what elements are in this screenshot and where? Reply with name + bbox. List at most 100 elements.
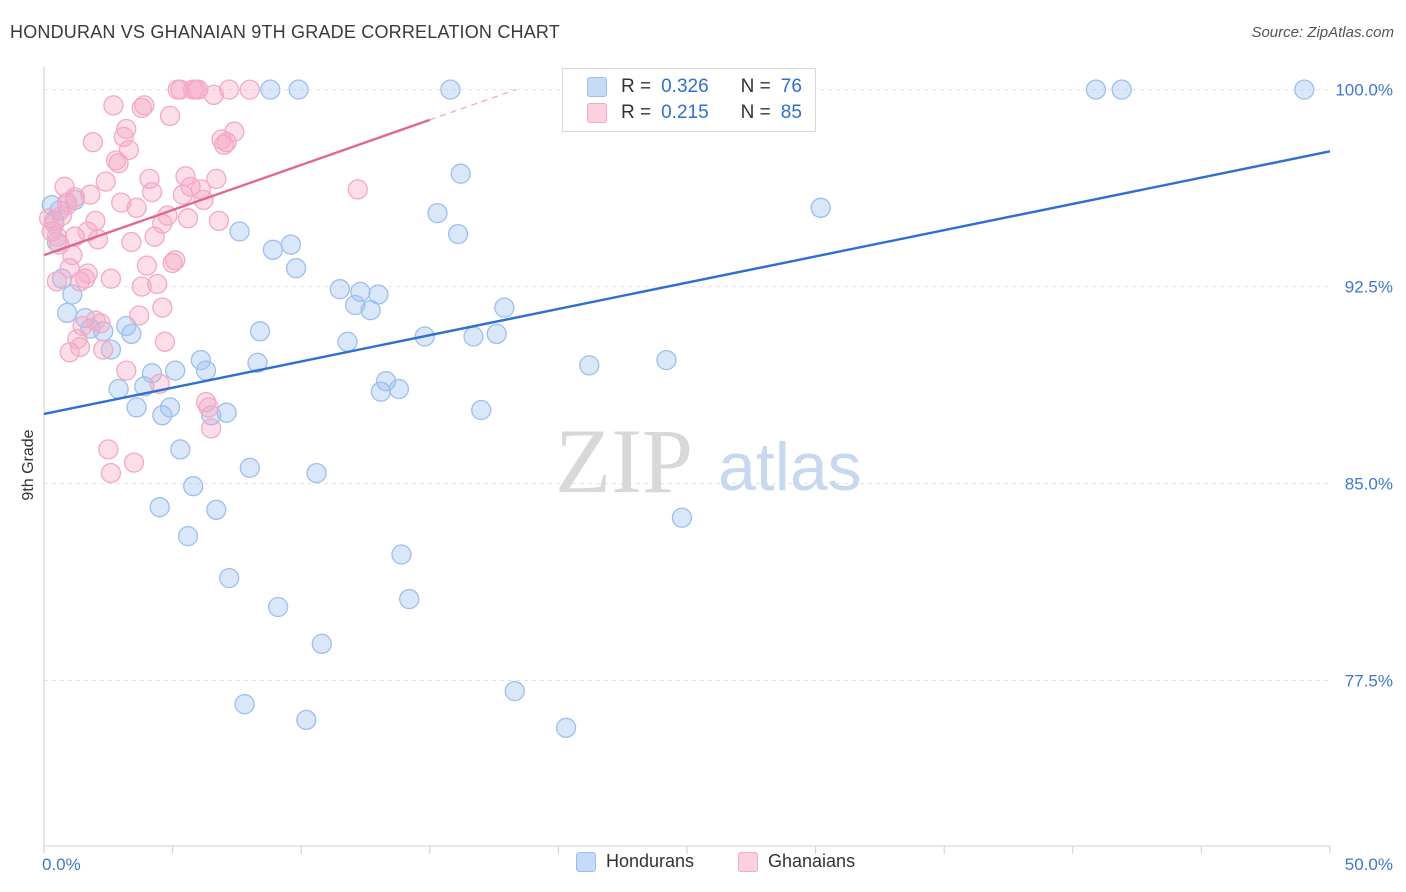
- data-point: [201, 418, 222, 439]
- data-point: [311, 633, 332, 654]
- data-point: [247, 352, 268, 373]
- series-ghanaians: [38, 79, 368, 484]
- data-point: [134, 376, 155, 397]
- data-point: [239, 457, 260, 478]
- legend-r-label: R =: [621, 76, 652, 97]
- grid-lines: [44, 89, 1330, 682]
- data-point: [46, 226, 68, 247]
- source-label: Source: ZipAtlas.com: [1251, 24, 1394, 41]
- data-point: [100, 339, 122, 360]
- legend-row-ghanaians: R = 0.215 N = 85: [587, 101, 802, 125]
- data-point: [77, 263, 98, 284]
- data-point: [203, 84, 224, 106]
- data-point: [177, 208, 199, 229]
- data-point: [1111, 79, 1132, 100]
- data-point: [368, 284, 389, 305]
- data-point: [399, 588, 420, 610]
- data-point: [100, 462, 122, 484]
- data-point: [121, 231, 142, 253]
- data-point: [262, 239, 284, 260]
- series-legend: Hondurans Ghanaians: [0, 851, 1406, 877]
- legend-swatch-hondurans: [587, 77, 607, 97]
- data-point: [471, 399, 492, 421]
- data-point: [93, 339, 114, 360]
- legend-swatch-ghanaians: [738, 851, 758, 872]
- data-point: [183, 476, 204, 497]
- legend-n-value: 76: [780, 76, 802, 97]
- data-point: [555, 717, 577, 738]
- x-tick-label: 0.0%: [42, 855, 81, 874]
- data-point: [51, 205, 73, 226]
- data-point: [234, 694, 255, 715]
- watermark-zip: ZIP: [555, 410, 693, 512]
- stats-legend: R = 0.326 N = 76 R = 0.215 N = 85: [562, 68, 816, 132]
- y-tick-label: 100.0%: [1335, 81, 1393, 100]
- data-point: [175, 166, 196, 187]
- data-point: [347, 179, 368, 200]
- data-point: [129, 305, 150, 326]
- series-hondurans: [41, 79, 1315, 738]
- data-point: [375, 371, 397, 392]
- y-tick-label: 85.0%: [1345, 475, 1393, 494]
- data-point: [149, 497, 170, 518]
- data-point: [267, 596, 289, 618]
- data-point: [463, 326, 484, 347]
- data-point: [345, 294, 366, 316]
- data-point: [75, 268, 96, 289]
- data-point: [504, 680, 525, 702]
- data-point: [285, 258, 307, 279]
- data-point: [141, 181, 163, 203]
- tick-labels: 100.0% 92.5% 85.0% 77.5% 0.0% 50.0%: [42, 81, 1393, 874]
- data-point: [56, 302, 78, 324]
- legend-item-ghanaians[interactable]: Ghanaians: [738, 851, 855, 872]
- data-point: [165, 250, 186, 271]
- data-point: [134, 95, 155, 116]
- data-point: [139, 168, 160, 190]
- data-point: [121, 323, 142, 345]
- data-point: [95, 171, 116, 192]
- data-point: [195, 360, 217, 381]
- data-point: [350, 281, 371, 303]
- data-point: [206, 499, 227, 520]
- data-point: [170, 439, 191, 460]
- data-point: [165, 360, 186, 381]
- data-point: [59, 342, 80, 363]
- data-point: [62, 284, 83, 305]
- data-point: [219, 79, 240, 100]
- data-point: [144, 226, 165, 247]
- data-point: [126, 397, 147, 418]
- data-point: [85, 210, 106, 232]
- x-tick-label: 50.0%: [1345, 855, 1393, 874]
- data-point: [329, 279, 350, 300]
- legend-swatch-hondurans: [576, 851, 596, 872]
- data-point: [219, 567, 240, 589]
- data-point: [103, 95, 124, 116]
- legend-r-value: 0.215: [661, 102, 709, 123]
- data-point: [56, 195, 78, 216]
- legend-n-label: N =: [740, 76, 771, 97]
- data-point: [69, 336, 91, 358]
- axes: [43, 66, 1331, 854]
- data-point: [44, 213, 65, 234]
- legend-item-hondurans[interactable]: Hondurans: [576, 851, 694, 872]
- data-point: [1085, 79, 1107, 100]
- data-point: [296, 709, 317, 731]
- data-point: [671, 507, 693, 528]
- data-point: [159, 105, 181, 127]
- data-point: [229, 221, 250, 242]
- data-point: [288, 79, 309, 100]
- data-point: [216, 402, 237, 423]
- data-point: [98, 439, 119, 460]
- data-point: [136, 255, 158, 276]
- data-point: [113, 126, 134, 148]
- data-point: [177, 525, 199, 547]
- data-point: [486, 323, 507, 345]
- data-point: [337, 331, 358, 352]
- data-point: [656, 349, 677, 371]
- data-point: [190, 349, 212, 371]
- data-point: [450, 163, 471, 184]
- data-point: [579, 355, 600, 376]
- data-point: [152, 297, 173, 318]
- y-axis-label: 9th Grade: [20, 429, 37, 500]
- data-point: [100, 268, 122, 289]
